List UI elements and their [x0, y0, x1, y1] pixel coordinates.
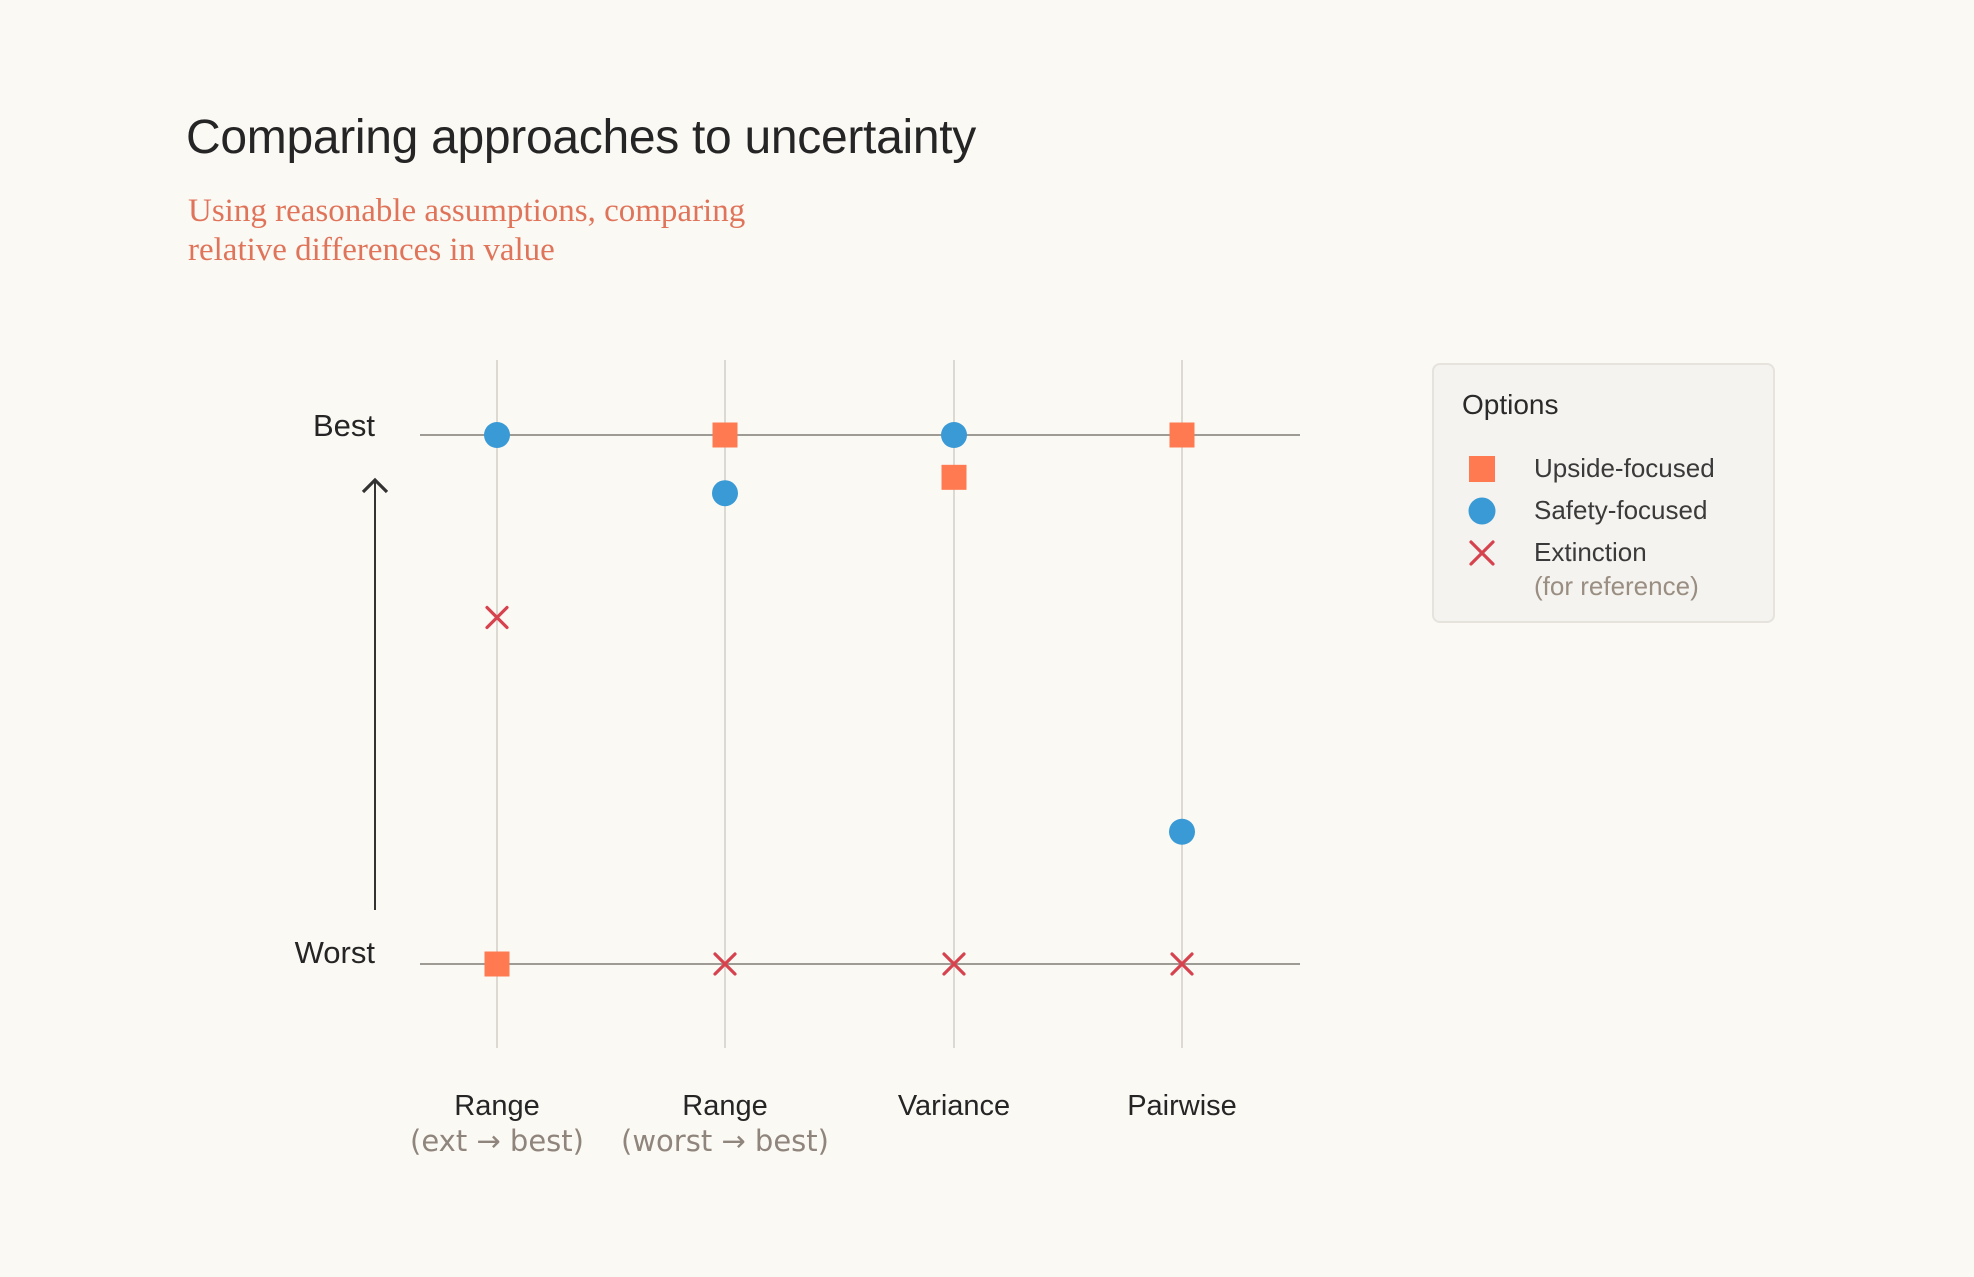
legend-item-upside: Upside-focused — [1434, 449, 1773, 489]
extinction-point-2 — [942, 952, 966, 976]
x-label-2: Variance — [898, 1090, 1010, 1122]
x-axis-labels: Range(ext → best)Range(worst → best)Vari… — [410, 1090, 1237, 1158]
legend-label-extinction: Extinction — [1534, 537, 1647, 567]
square-icon — [1469, 456, 1495, 482]
y-label-worst: Worst — [295, 935, 376, 970]
chart-title: Comparing approaches to uncertainty — [186, 111, 976, 164]
extinction-point-1 — [713, 952, 737, 976]
x-sublabel-0: (ext → best) — [410, 1124, 584, 1158]
chart-subtitle: Using reasonable assumptions, comparing … — [188, 192, 745, 270]
x-sublabel-1: (worst → best) — [621, 1124, 829, 1158]
x-label-1: Range — [682, 1090, 767, 1122]
upside-focused-point-0 — [484, 951, 510, 977]
legend: Options Upside-focused Safety-focused Ex… — [1432, 363, 1775, 623]
y-label-best: Best — [313, 408, 375, 443]
extinction-point-0 — [485, 605, 509, 630]
legend-label-safety: Safety-focused — [1534, 495, 1708, 525]
legend-note-extinction: (for reference) — [1534, 571, 1699, 601]
legend-item-safety: Safety-focused — [1434, 491, 1773, 531]
circle-icon — [1468, 497, 1496, 525]
safety-focused-point-0 — [484, 422, 510, 448]
data-points — [484, 422, 1195, 977]
x-label-0: Range — [454, 1090, 539, 1122]
extinction-point-3 — [1170, 952, 1194, 976]
legend-label-upside: Upside-focused — [1534, 453, 1715, 483]
upside-focused-point-1 — [712, 422, 738, 448]
subtitle-line-1: Using reasonable assumptions, comparing — [188, 193, 746, 229]
chart-grid — [420, 360, 1300, 1048]
safety-focused-point-2 — [941, 422, 967, 448]
legend-item-extinction: Extinction (for reference) — [1434, 533, 1773, 601]
safety-focused-point-3 — [1169, 818, 1195, 845]
x-label-3: Pairwise — [1127, 1090, 1237, 1122]
subtitle-line-2: relative differences in value — [188, 232, 555, 268]
y-axis: Best Worst — [295, 408, 389, 970]
cross-icon — [1469, 540, 1495, 566]
safety-focused-point-1 — [712, 480, 738, 507]
legend-title: Options — [1462, 389, 1559, 420]
upside-focused-point-2 — [941, 464, 967, 490]
upside-focused-point-3 — [1169, 422, 1195, 448]
